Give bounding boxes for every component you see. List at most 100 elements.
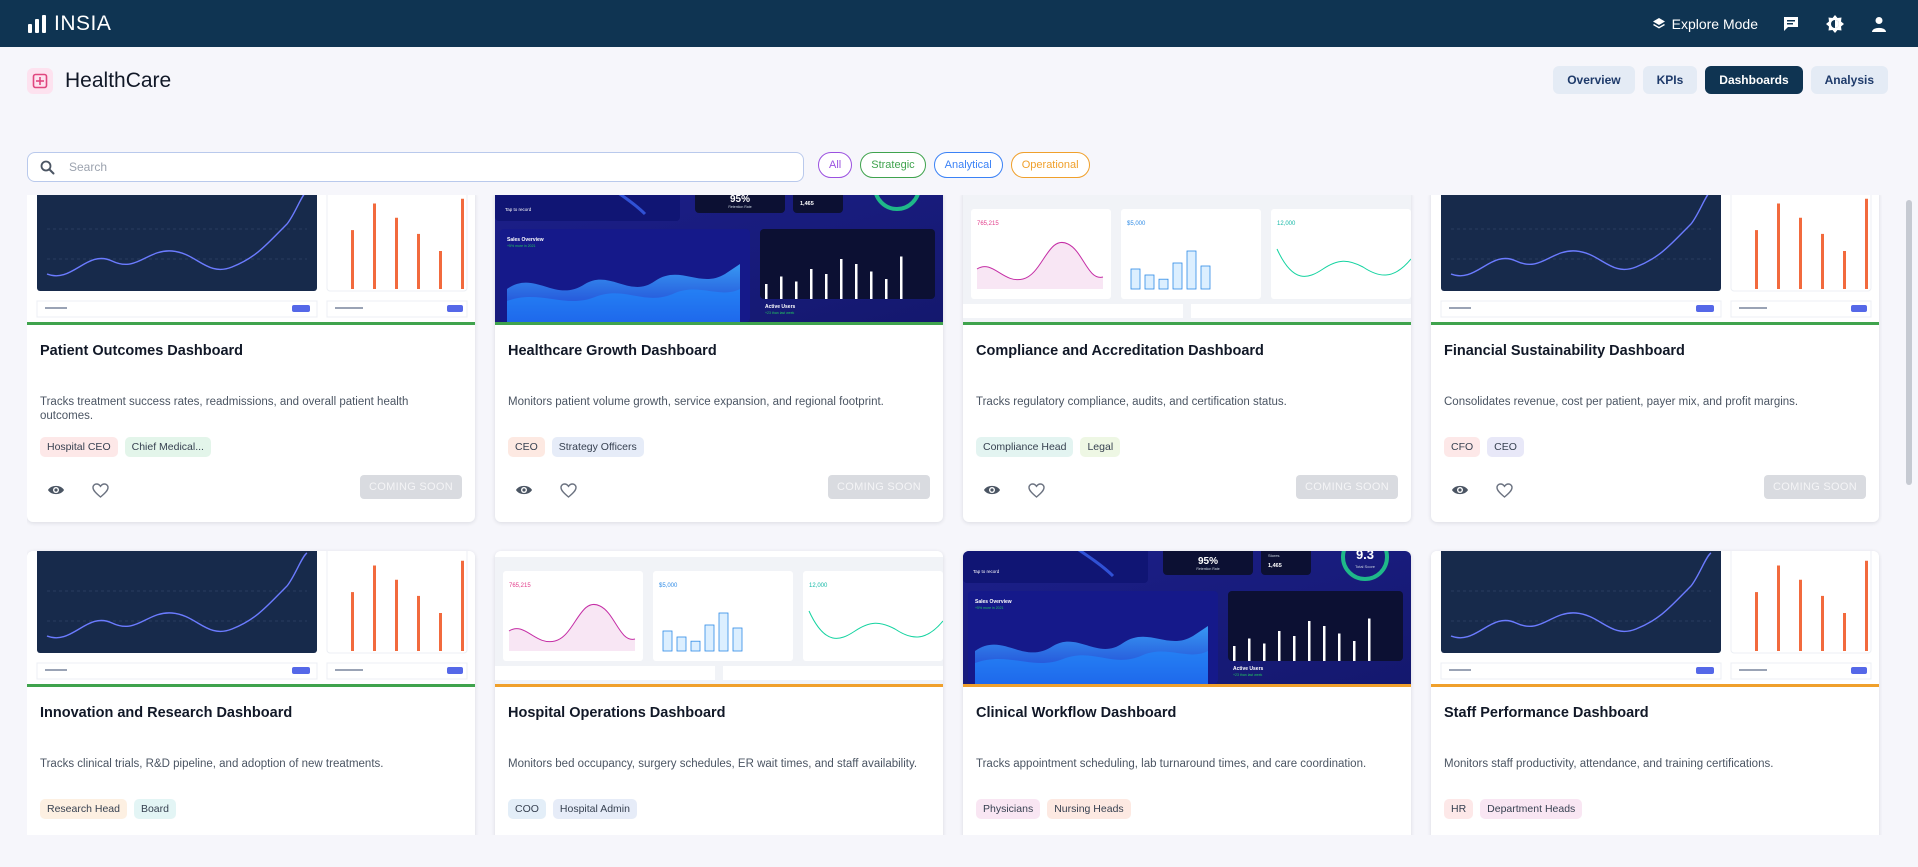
thumbnail-preview bbox=[27, 195, 475, 322]
search-input[interactable] bbox=[69, 160, 749, 174]
role-tag-compliance-head: Compliance Head bbox=[976, 437, 1074, 457]
dashboard-card[interactable]: Innovation and Research Dashboard Tracks… bbox=[27, 551, 475, 835]
role-tag-hospital-admin: Hospital Admin bbox=[552, 799, 637, 819]
logo-bars-icon bbox=[28, 14, 46, 33]
thumb-users-sub: +23 than last week bbox=[765, 311, 795, 315]
category-accent-bar bbox=[963, 684, 1411, 687]
category-accent-bar bbox=[27, 322, 475, 325]
role-tags: Physicians Nursing Heads bbox=[976, 799, 1131, 819]
thumbnail-preview: 765,215 $5,000 12,000 bbox=[495, 551, 943, 684]
eye-icon[interactable] bbox=[45, 479, 67, 501]
coming-soon-button: COMING SOON bbox=[360, 475, 462, 499]
dashboard-thumbnail[interactable] bbox=[27, 195, 475, 325]
eye-icon[interactable] bbox=[981, 479, 1003, 501]
dashboard-card[interactable]: 765,215 $5,000 12,000 Hospital Operation… bbox=[495, 551, 943, 835]
thumb-sales-title: Sales Overview bbox=[975, 599, 1012, 605]
role-tag-department-heads: Department Heads bbox=[1480, 799, 1583, 819]
filter-operational[interactable]: Operational bbox=[1010, 152, 1090, 178]
dashboard-thumbnail[interactable] bbox=[1431, 551, 1879, 687]
heart-icon[interactable] bbox=[1025, 479, 1047, 501]
user-icon[interactable] bbox=[1868, 13, 1890, 35]
eye-icon[interactable] bbox=[513, 479, 535, 501]
coming-soon-button: COMING SOON bbox=[1296, 475, 1398, 499]
role-tag-chief-medical: Chief Medical... bbox=[124, 437, 211, 457]
scrollbar[interactable] bbox=[1906, 200, 1912, 830]
healthcare-icon bbox=[27, 68, 53, 94]
dashboard-description: Tracks treatment success rates, readmiss… bbox=[40, 396, 409, 422]
thumb-kpi-label: Retention Rate bbox=[1196, 567, 1219, 571]
thumbnail-preview: 765,215 $5,000 12,000 bbox=[963, 195, 1411, 322]
thumbnail-preview: Tap to record 95% Retention Rate Stores … bbox=[963, 551, 1411, 684]
dashboard-title[interactable]: Compliance and Accreditation Dashboard bbox=[976, 343, 1264, 359]
explore-mode-button[interactable]: Explore Mode bbox=[1652, 16, 1758, 32]
thumb-users-sub: +23 than last week bbox=[1233, 673, 1263, 677]
dashboard-card[interactable]: Financial Sustainability Dashboard Conso… bbox=[1431, 195, 1879, 522]
category-accent-bar bbox=[495, 322, 943, 325]
category-accent-bar bbox=[27, 684, 475, 687]
thumb-score-label: Total Score bbox=[1355, 564, 1376, 569]
heart-icon[interactable] bbox=[1493, 479, 1515, 501]
thumb-stores-label: Stores bbox=[800, 195, 812, 196]
dashboard-thumbnail[interactable] bbox=[1431, 195, 1879, 325]
tab-kpis[interactable]: KPIs bbox=[1642, 66, 1698, 94]
chat-icon[interactable] bbox=[1780, 13, 1802, 35]
dashboard-title[interactable]: Patient Outcomes Dashboard bbox=[40, 343, 244, 359]
thumb-kpi-2: $5,000 bbox=[659, 583, 678, 589]
dashboard-grid: Patient Outcomes Dashboard Tracks treatm… bbox=[27, 195, 1882, 835]
role-tags: CEO Strategy Officers bbox=[508, 437, 644, 457]
dashboard-card[interactable]: Staff Performance Dashboard Monitors sta… bbox=[1431, 551, 1879, 835]
dashboard-title[interactable]: Financial Sustainability Dashboard bbox=[1444, 343, 1685, 359]
role-tag-legal: Legal bbox=[1080, 437, 1121, 457]
role-tag-ceo: CEO bbox=[508, 437, 545, 457]
role-tags: COO Hospital Admin bbox=[508, 799, 637, 819]
dashboard-thumbnail[interactable]: Tap to record 95% Retention Rate Stores … bbox=[495, 195, 943, 325]
role-tag-research-head: Research Head bbox=[40, 799, 127, 819]
filter-strategic[interactable]: Strategic bbox=[860, 152, 926, 178]
dashboard-card[interactable]: Patient Outcomes Dashboard Tracks treatm… bbox=[27, 195, 475, 522]
thumb-kpi-2: $5,000 bbox=[1127, 221, 1146, 227]
dashboard-title[interactable]: Hospital Operations Dashboard bbox=[508, 705, 726, 721]
brightness-icon[interactable] bbox=[1824, 13, 1846, 35]
filter-analytical[interactable]: Analytical bbox=[933, 152, 1003, 178]
filter-all[interactable]: All bbox=[818, 152, 853, 178]
thumb-kpi-1: 765,215 bbox=[509, 583, 531, 589]
search-bar bbox=[27, 152, 804, 182]
app-name: INSIA bbox=[54, 11, 112, 35]
heart-icon[interactable] bbox=[89, 479, 111, 501]
role-tag-physicians: Physicians bbox=[976, 799, 1041, 819]
dashboard-title[interactable]: Innovation and Research Dashboard bbox=[40, 705, 293, 721]
dashboard-description: Monitors bed occupancy, surgery schedule… bbox=[508, 758, 918, 770]
app-logo[interactable]: INSIA bbox=[28, 12, 111, 36]
category-accent-bar bbox=[963, 322, 1411, 325]
category-accent-bar bbox=[1431, 322, 1879, 325]
dashboard-thumbnail[interactable]: 765,215 $5,000 12,000 bbox=[495, 551, 943, 687]
heart-icon[interactable] bbox=[557, 479, 579, 501]
tab-dashboards[interactable]: Dashboards bbox=[1705, 66, 1803, 94]
role-tag-hr: HR bbox=[1444, 799, 1474, 819]
category-filters: All Strategic Analytical Operational bbox=[818, 152, 1090, 178]
thumb-score: 9.3 bbox=[1356, 551, 1374, 562]
dashboard-description: Consolidates revenue, cost per patient, … bbox=[1444, 396, 1799, 408]
thumb-users-title: Active Users bbox=[765, 304, 796, 310]
dashboard-thumbnail[interactable]: 765,215 $5,000 12,000 bbox=[963, 195, 1411, 325]
tab-analysis[interactable]: Analysis bbox=[1810, 66, 1888, 94]
dashboard-title[interactable]: Healthcare Growth Dashboard bbox=[508, 343, 717, 359]
scrollbar-thumb[interactable] bbox=[1906, 200, 1912, 485]
dashboard-thumbnail[interactable] bbox=[27, 551, 475, 687]
role-tag-nursing-heads: Nursing Heads bbox=[1047, 799, 1131, 819]
thumb-kpi-1: 765,215 bbox=[977, 221, 999, 227]
dashboard-thumbnail[interactable]: Tap to record 95% Retention Rate Stores … bbox=[963, 551, 1411, 687]
eye-icon[interactable] bbox=[1449, 479, 1471, 501]
tab-overview[interactable]: Overview bbox=[1553, 66, 1635, 94]
dashboard-description: Monitors staff productivity, attendance,… bbox=[1444, 758, 1774, 770]
thumb-stores-value: 1,465 bbox=[1268, 563, 1282, 569]
dashboard-card[interactable]: Tap to record 95% Retention Rate Stores … bbox=[963, 551, 1411, 835]
dashboard-card[interactable]: Tap to record 95% Retention Rate Stores … bbox=[495, 195, 943, 522]
dashboard-title[interactable]: Staff Performance Dashboard bbox=[1444, 705, 1649, 721]
dashboard-card[interactable]: 765,215 $5,000 12,000 Compliance and Acc… bbox=[963, 195, 1411, 522]
coming-soon-button: COMING SOON bbox=[828, 475, 930, 499]
dashboard-title[interactable]: Clinical Workflow Dashboard bbox=[976, 705, 1177, 721]
role-tags: Research Head Board bbox=[40, 799, 176, 819]
thumb-sales-sub: +5% more in 2021 bbox=[975, 606, 1004, 610]
layers-icon bbox=[1652, 17, 1666, 31]
